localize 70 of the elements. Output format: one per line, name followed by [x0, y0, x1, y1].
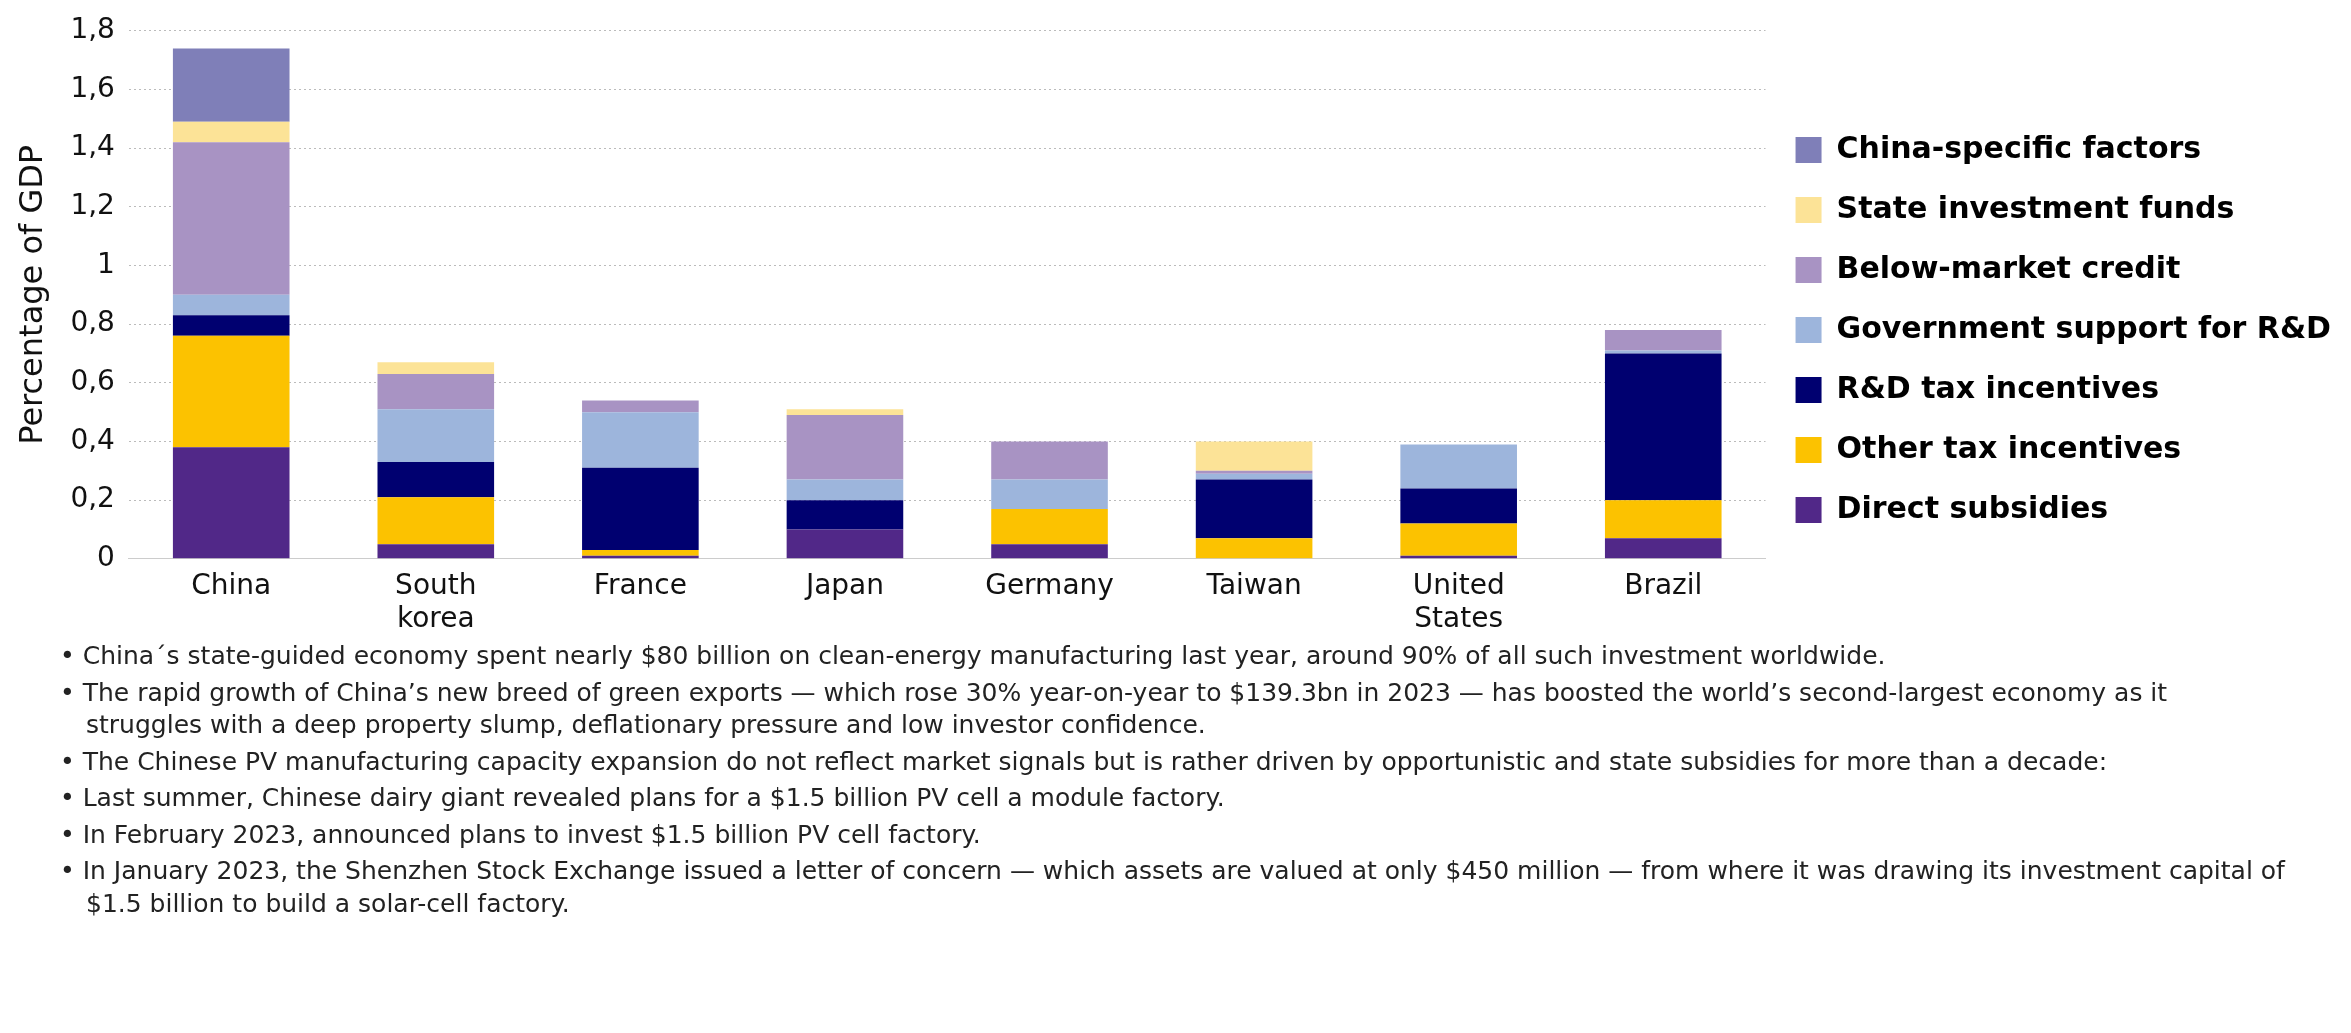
bar	[1604, 538, 1722, 559]
y-tick-label: 0,8	[70, 305, 115, 339]
legend-label: Other tax incentives	[1836, 429, 2182, 465]
bar	[1195, 441, 1313, 471]
bar	[1604, 330, 1722, 351]
bar	[377, 362, 495, 374]
x-tick-label: South korea	[395, 567, 477, 635]
bar	[172, 48, 290, 122]
bar	[582, 400, 699, 413]
y-tick-label: 1,8	[70, 12, 115, 46]
bar	[582, 412, 699, 468]
bar	[377, 374, 495, 410]
bar	[377, 544, 495, 559]
bar	[786, 500, 904, 530]
bar	[786, 479, 904, 501]
x-tick-label: Japan	[803, 567, 884, 601]
bar	[1400, 523, 1517, 556]
legend-label: State investment funds	[1836, 189, 2235, 225]
bar	[172, 294, 290, 316]
bar	[786, 529, 904, 559]
bar	[786, 409, 904, 416]
bar	[1195, 470, 1313, 474]
legend-label: Below-market credit	[1836, 249, 2181, 285]
legend-label: Direct subsidies	[1836, 489, 2109, 525]
y-tick-label: 0,6	[70, 364, 115, 398]
y-tick-label: 1,6	[70, 70, 115, 104]
bar	[786, 415, 904, 480]
bar	[582, 467, 699, 550]
legend-label: China-specific factors	[1836, 129, 2202, 165]
bar	[172, 315, 290, 336]
text: • In February 2023, announced plans to invest $1.5 billion PV cell factory.	[60, 818, 982, 851]
text: • China´s state-guided economy spent nearly $80 billion on clean-energy manufacturing last year, around 90% of all such investment worldwide.	[60, 640, 1887, 672]
legend-label: R&D tax incentives	[1836, 369, 2160, 405]
x-tick-label: Brazil	[1624, 567, 1703, 601]
x-tick-label: China	[191, 567, 272, 601]
bar	[1604, 353, 1722, 501]
bar	[172, 447, 290, 559]
bar	[1400, 488, 1517, 524]
bar	[172, 335, 290, 448]
bar	[172, 121, 290, 143]
y-tick-label: 0,4	[70, 422, 115, 456]
bar	[1195, 473, 1313, 480]
text: • In January 2023, the Shenzhen Stock Exchange issued a letter of concern — which assets are valued at only $450 million — from where it was drawing its investment capital of $1.5 billion to build a solar-cell factory.	[60, 855, 2287, 920]
y-axis-title: Percentage of GDP	[11, 144, 50, 445]
text: • The rapid growth of China’s new breed of green exports — which rose 30% year-on-year to $139.3bn in 2023 — has boosted the world’s second-largest economy as it struggles with a deep property slump, deflationary pressure and low investor confidence.	[60, 676, 2169, 741]
x-tick-label: France	[593, 567, 687, 601]
legend-label: Government support for R&D	[1836, 309, 2332, 345]
x-tick-label: Germany	[985, 567, 1114, 601]
bar	[991, 441, 1108, 480]
y-tick-label: 0	[97, 540, 115, 574]
text: • Last summer, Chinese dairy giant revealed plans for a $1.5 billion PV cell a module factory.	[60, 782, 1226, 814]
bar	[991, 508, 1108, 545]
bar	[1195, 479, 1313, 539]
bar	[1195, 538, 1313, 559]
bar	[991, 479, 1108, 509]
y-tick-label: 0,2	[70, 481, 115, 515]
bar	[172, 142, 290, 295]
bar	[1604, 500, 1722, 539]
y-tick-label: 1,4	[70, 129, 115, 163]
bar	[991, 544, 1108, 559]
bar	[1400, 444, 1517, 489]
bar	[377, 409, 495, 462]
bar	[377, 497, 495, 545]
x-tick-label: United States	[1412, 567, 1505, 635]
y-tick-label: 1,2	[70, 188, 115, 222]
x-tick-label: Taiwan	[1205, 567, 1302, 601]
bar	[377, 462, 495, 498]
text: • The Chinese PV manufacturing capacity expansion do not reflect market signals but is rather driven by opportunistic and state subsidies for more than a decade:	[60, 745, 2109, 778]
bar	[582, 550, 699, 556]
y-tick-label: 1	[97, 246, 115, 280]
